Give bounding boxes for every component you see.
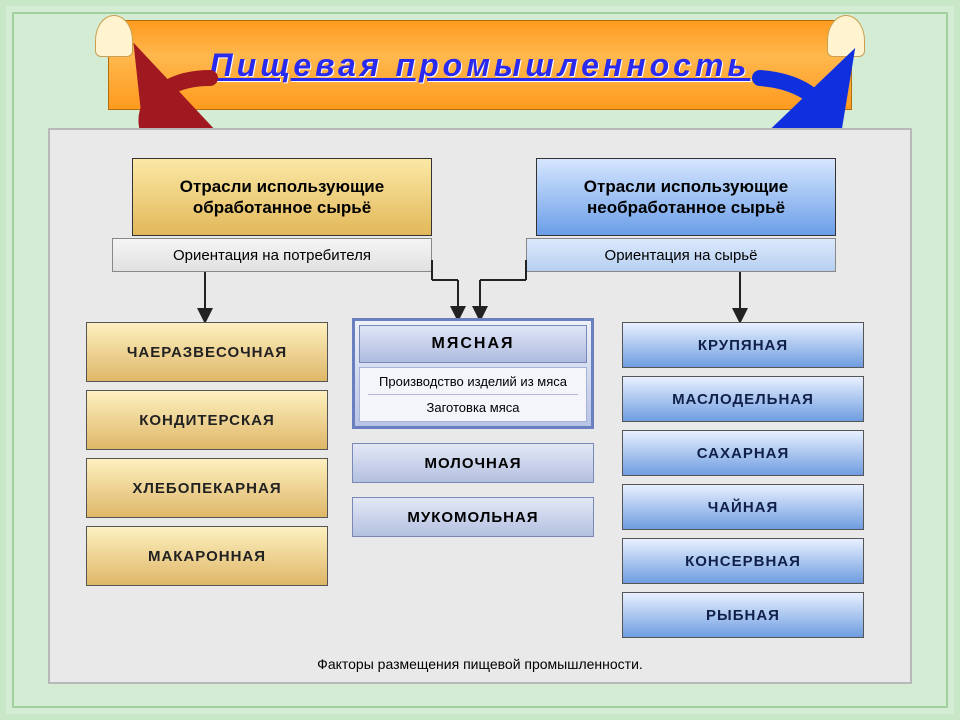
column-processed: ЧАЕРАЗВЕСОЧНАЯ КОНДИТЕРСКАЯ ХЛЕБОПЕКАРНА… [86,322,328,586]
category-raw-title: Отрасли использующие необработанное сырь… [547,176,825,219]
orientation-consumer-label: Ориентация на потребителя [173,247,371,264]
column-mixed: МЯСНАЯ Производство изделий из мяса Заго… [352,318,594,537]
item-cereal: КРУПЯНАЯ [622,322,864,368]
meat-block: МЯСНАЯ Производство изделий из мяса Заго… [352,318,594,429]
main-panel: Отрасли использующие обработанное сырьё … [48,128,912,684]
item-sugar: САХАРНАЯ [622,430,864,476]
item-meat: МЯСНАЯ [359,325,587,363]
item-bakery: ХЛЕБОПЕКАРНАЯ [86,458,328,518]
item-dairy: МОЛОЧНАЯ [352,443,594,483]
category-raw: Отрасли использующие необработанное сырь… [536,158,836,236]
column-raw: КРУПЯНАЯ МАСЛОДЕЛЬНАЯ САХАРНАЯ ЧАЙНАЯ КО… [622,322,864,638]
orientation-rawmat: Ориентация на сырьё [526,238,836,272]
category-processed: Отрасли использующие обработанное сырьё [132,158,432,236]
item-confectionery: КОНДИТЕРСКАЯ [86,390,328,450]
meat-sub1: Производство изделий из мяса [368,374,578,389]
meat-subblock: Производство изделий из мяса Заготовка м… [359,367,587,422]
orientation-rawmat-label: Ориентация на сырьё [605,247,758,264]
item-tea-packing: ЧАЕРАЗВЕСОЧНАЯ [86,322,328,382]
title-text: Пищевая промышленность [210,47,751,84]
title-banner: Пищевая промышленность [108,20,852,110]
item-tea: ЧАЙНАЯ [622,484,864,530]
item-fish: РЫБНАЯ [622,592,864,638]
orientation-consumer: Ориентация на потребителя [112,238,432,272]
item-pasta: МАКАРОННАЯ [86,526,328,586]
caption: Факторы размещения пищевой промышленност… [50,656,910,672]
item-butter: МАСЛОДЕЛЬНАЯ [622,376,864,422]
item-flour: МУКОМОЛЬНАЯ [352,497,594,537]
meat-sub2: Заготовка мяса [368,400,578,415]
category-processed-title: Отрасли использующие обработанное сырьё [143,176,421,219]
item-canning: КОНСЕРВНАЯ [622,538,864,584]
